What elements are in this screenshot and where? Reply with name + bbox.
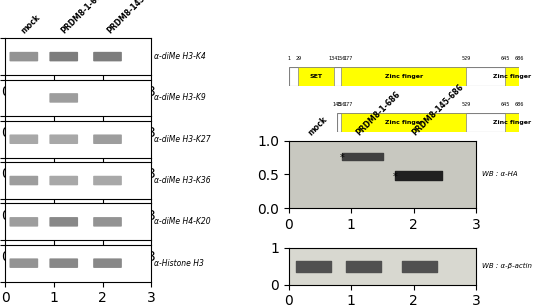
Text: 1: 1 <box>287 56 291 61</box>
Bar <box>341 113 466 132</box>
Text: PRDM8-1-686: PRDM8-1-686 <box>354 90 402 138</box>
Text: WB : α-HA: WB : α-HA <box>482 171 517 177</box>
Text: 177: 177 <box>343 102 353 107</box>
FancyBboxPatch shape <box>93 176 122 185</box>
Bar <box>505 113 519 132</box>
FancyBboxPatch shape <box>49 52 78 62</box>
Text: 645: 645 <box>501 56 510 61</box>
Text: 29: 29 <box>295 56 301 61</box>
FancyBboxPatch shape <box>10 52 38 62</box>
Text: *: * <box>393 172 398 182</box>
Text: 177: 177 <box>343 56 353 61</box>
Text: α-diMe H3-K27: α-diMe H3-K27 <box>154 135 211 144</box>
Text: PRDM8-145-686: PRDM8-145-686 <box>105 0 160 35</box>
FancyBboxPatch shape <box>49 217 78 227</box>
Text: 156: 156 <box>337 56 346 61</box>
Text: 134: 134 <box>329 56 338 61</box>
Bar <box>299 67 333 86</box>
Text: 645: 645 <box>501 102 510 107</box>
FancyBboxPatch shape <box>10 217 38 227</box>
FancyBboxPatch shape <box>93 52 122 62</box>
Text: Zinc finger: Zinc finger <box>493 74 531 79</box>
FancyBboxPatch shape <box>49 134 78 144</box>
Text: Zinc finger: Zinc finger <box>493 120 531 125</box>
FancyBboxPatch shape <box>93 258 122 268</box>
Text: PRDM8-1-686: PRDM8-1-686 <box>59 0 106 35</box>
FancyBboxPatch shape <box>10 258 38 268</box>
Text: *: * <box>340 153 345 163</box>
FancyBboxPatch shape <box>49 258 78 268</box>
FancyBboxPatch shape <box>49 93 78 103</box>
Bar <box>505 67 519 86</box>
Text: α-diMe H3-K36: α-diMe H3-K36 <box>154 176 211 185</box>
Text: 529: 529 <box>462 56 471 61</box>
Text: mock: mock <box>19 13 42 35</box>
FancyBboxPatch shape <box>49 176 78 185</box>
Text: α-diMe H3-K4: α-diMe H3-K4 <box>154 52 206 61</box>
Text: 156: 156 <box>337 102 346 107</box>
Text: α-diMe H3-K9: α-diMe H3-K9 <box>154 93 206 103</box>
FancyBboxPatch shape <box>10 176 38 185</box>
Text: 529: 529 <box>462 102 471 107</box>
Text: Zinc finger: Zinc finger <box>385 74 423 79</box>
Text: α-Histone H3: α-Histone H3 <box>154 259 204 268</box>
FancyBboxPatch shape <box>93 134 122 144</box>
FancyBboxPatch shape <box>10 134 38 144</box>
Bar <box>341 67 466 86</box>
Text: 686: 686 <box>514 102 524 107</box>
FancyBboxPatch shape <box>93 217 122 227</box>
Text: 686: 686 <box>514 56 524 61</box>
Text: mock: mock <box>307 115 329 138</box>
Text: Zinc finger: Zinc finger <box>385 120 423 125</box>
Text: 145: 145 <box>333 102 342 107</box>
Text: SET: SET <box>309 74 323 79</box>
Text: PRDM8-145-686: PRDM8-145-686 <box>411 83 465 138</box>
Text: α-diMe H4-K20: α-diMe H4-K20 <box>154 217 211 226</box>
Text: WB : α-β-actin: WB : α-β-actin <box>482 263 531 269</box>
